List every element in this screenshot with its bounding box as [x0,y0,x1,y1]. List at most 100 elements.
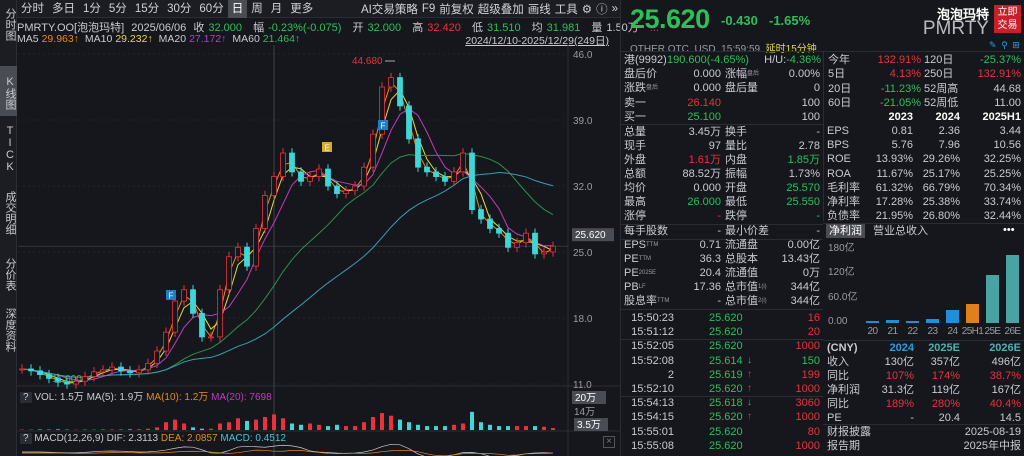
tab-period[interactable]: 1分 [83,2,101,15]
candle [505,232,511,248]
nav-0[interactable]: 分时图 [4,8,16,41]
candle [406,105,412,140]
volume-bar [128,429,132,430]
tab-period[interactable]: 多日 [52,2,75,15]
draw-button[interactable]: 画线 [527,3,551,16]
nav-2[interactable]: TICK [4,124,16,173]
volume-bar [326,426,330,430]
tab-net-profit[interactable]: 净利润 [826,224,865,238]
forecast-label-text: 同比 [827,398,849,410]
date-range-selector[interactable]: 2024/12/10-2025/12/29(249日) [465,35,609,47]
fin-value: 10.56 [993,139,1021,152]
help-icon[interactable]: ? [20,392,32,403]
stat-label-text: 盘后价 [624,68,657,80]
candle [523,232,529,243]
f9-button[interactable]: F9 [421,2,436,15]
volume-bar [191,427,195,430]
stat-label-text: 均价 [624,182,646,194]
tick-volume: 3060 [795,397,820,410]
forecast-label-text: 收入 [827,356,849,368]
volume-bar [470,411,474,430]
tab-period[interactable]: 30分 [167,2,192,15]
volume-bar [236,418,240,430]
candle [145,362,151,371]
overlay-button[interactable]: 超级叠加 [477,3,524,16]
expand-icon[interactable]: » [611,2,618,15]
more-icon[interactable]: ••• [1003,224,1015,236]
stat-label: 涨停 [624,209,646,223]
tick-price: 25.620 [709,425,743,438]
profit-y-tick: 120亿 [828,267,855,279]
volume-bar [353,426,357,430]
vol-ma5: MA(5): 1.9万 [86,392,144,403]
edit-icon[interactable]: ✎ [989,40,997,50]
divider [823,223,1024,224]
tab-revenue[interactable]: 营业总收入 [873,225,928,237]
stat-value: 0 [813,82,820,94]
forecast-label: 净利润 [827,383,860,397]
price-tick: 46.0 [573,50,593,61]
tick-time: 2 [667,368,674,381]
ma60-value: 21.464↑ [262,33,301,45]
stat-label: 股息率TTM [624,294,669,308]
macd-dif-line [22,443,554,456]
forecast-value: 14.5 [999,412,1021,424]
help-icon[interactable]: ⓘ [596,3,608,16]
high-annotation: 44.680 [352,56,383,67]
volume-bar [173,419,177,430]
nav-4[interactable]: 分价表 [4,258,16,291]
kline-chart[interactable]: 46.0 39.0 32.0 25.0 18.0 11.0 25.620 20万 14万 3.5万… [0,0,620,456]
add-icon[interactable]: ⊞ [1012,40,1020,50]
forecast-header: (CNY) [827,341,858,355]
help-icon[interactable]: ? [20,433,32,444]
volume-bar [317,424,321,430]
profit-x-label: 20 [867,326,879,337]
fin-label: ROE [827,152,851,166]
tab-period[interactable]: 周 [251,2,263,15]
alert-icon[interactable]: ⚲ [1001,40,1008,50]
tab-period[interactable]: 5分 [108,2,127,15]
trade-now-button[interactable]: 立即交易 [994,5,1021,33]
macd-dea: DEA: 2.0857 [160,433,218,444]
stat-label-text: 内盘 [725,154,747,166]
stat-label-text: 量比 [725,140,747,152]
divider [621,124,823,125]
vol-ma10: MA(10): 1.2万 [146,392,209,403]
tab-period[interactable]: 日 [227,0,248,18]
nav-5[interactable]: 深度资料 [4,307,16,352]
candle [550,245,556,253]
candle [451,171,457,182]
candle [136,369,142,374]
adjust-button[interactable]: 前复权 [439,3,474,16]
perf-label: 52周低 [924,96,958,110]
ai-strategy-button[interactable]: AI交易策略 [360,3,418,16]
tab-period[interactable]: 60分 [199,2,224,15]
stat-value: 2.78 [798,140,820,152]
forecast-value: 174% [931,370,960,382]
fin-header: 2024 [935,111,960,123]
perf-value: -25.37% [980,54,1021,66]
stat-label-text: 跌停 [725,210,747,222]
close-icon[interactable]: × [603,436,615,448]
stat-label: 换手 [725,125,747,139]
tab-period[interactable]: 更多 [290,2,314,15]
volume-legend: ? VOL: 1.5万 MA(5): 1.9万 MA(10): 1.2万 MA(… [20,388,272,403]
tick-volume: 16 [807,312,820,324]
tools-button[interactable]: 工具 [554,3,578,16]
nav-3[interactable]: 成交明细 [4,190,16,235]
tab-period[interactable]: 分时 [21,2,44,15]
market: OTHER OTC [630,44,689,55]
gear-icon[interactable]: ⚙ [581,3,593,16]
stat-label-text: 涨幅 [725,68,747,80]
candle [469,152,475,210]
macd-value: MACD: 0.4512 [220,433,286,444]
tab-period[interactable]: 月 [270,2,283,15]
tab-period[interactable]: 15分 [134,2,160,15]
nav-1[interactable]: K线图 [0,66,17,116]
tick-volume: 199 [801,368,820,381]
candle [478,209,484,220]
stat-value: - [717,295,721,307]
fin-value: 25.38% [922,196,960,208]
tick-price: 25.620 [709,383,743,395]
candle [433,171,439,177]
